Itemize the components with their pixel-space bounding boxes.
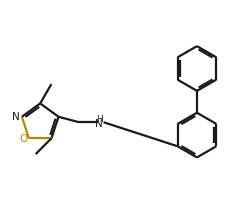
Text: O: O <box>19 134 28 144</box>
Text: N: N <box>12 112 20 122</box>
Text: N: N <box>95 118 103 128</box>
Text: H: H <box>96 115 103 123</box>
